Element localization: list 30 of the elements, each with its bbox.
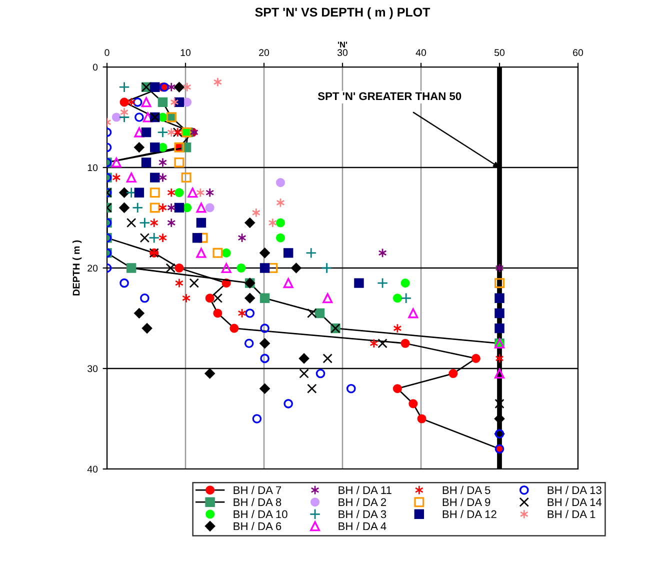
y-tick-label: 30: [88, 365, 98, 372]
legend-label: BH / DA 14: [548, 498, 602, 506]
annotation: SPT 'N' GREATER THAN 50: [318, 92, 462, 100]
legend-label: BH / DA 10: [234, 510, 288, 518]
x-tick-label: 10: [180, 49, 191, 56]
x-tick-label: 30: [337, 49, 348, 56]
y-axis-title: DEPTH ( m ): [72, 240, 82, 296]
x-tick-label: 20: [259, 49, 270, 56]
y-tick-label: 10: [88, 164, 98, 172]
x-tick-label: 0: [104, 49, 110, 56]
legend-label: BH / DA 3: [338, 510, 386, 518]
legend-label: BH / DA 7: [234, 486, 282, 494]
x-tick-label: 40: [416, 49, 426, 56]
x-tick-label: 50: [494, 49, 505, 56]
legend-label: BH / DA 4: [338, 522, 386, 530]
legend-label: BH / DA 11: [338, 486, 392, 494]
y-tick-label: 20: [88, 264, 98, 272]
x-tick-label: 60: [573, 49, 584, 56]
y-tick-label: 40: [87, 466, 98, 473]
y-tick-label: 0: [92, 64, 98, 71]
legend-label: BH / DA 12: [442, 510, 496, 518]
legend-label: BH / DA 5: [442, 486, 490, 494]
legend-label: BH / DA 8: [234, 498, 282, 506]
legend-label: BH / DA 1: [548, 510, 596, 518]
x-axis-title: 'N': [338, 42, 348, 48]
legend-label: BH / DA 6: [234, 522, 282, 530]
legend-label: BH / DA 13: [548, 486, 602, 494]
chart-title: SPT 'N' VS DEPTH ( m ) PLOT: [255, 7, 430, 20]
legend-label: BH / DA 9: [442, 498, 490, 506]
legend-label: BH / DA 2: [338, 498, 386, 506]
